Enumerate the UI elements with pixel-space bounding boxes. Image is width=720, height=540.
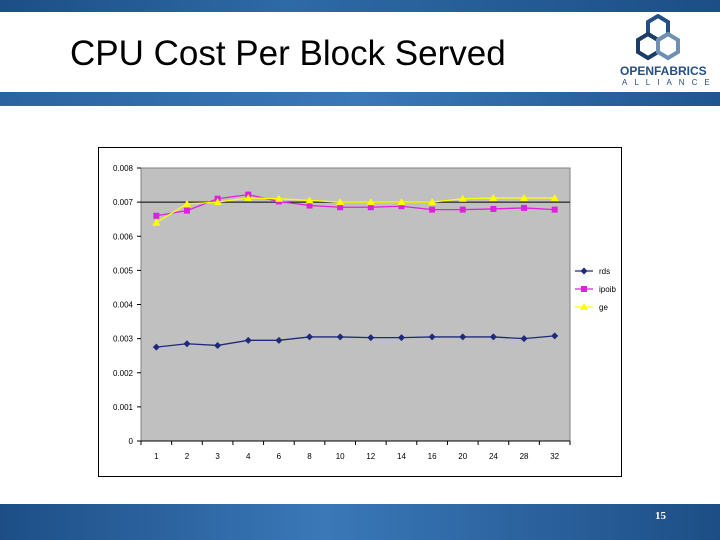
bottom-band: [0, 504, 720, 540]
point-ipoib-10: [337, 204, 344, 211]
point-rds-1: [152, 343, 160, 351]
point-ge-1: [152, 218, 161, 226]
point-ipoib-16: [429, 206, 436, 213]
title-bar: [0, 12, 720, 94]
point-rds-6: [275, 336, 283, 344]
point-rds-3: [214, 341, 222, 349]
point-rds-4: [244, 336, 252, 344]
page-number: 15: [655, 510, 666, 522]
y-tick-label: 0.006: [113, 232, 134, 241]
legend-label-ge: ge: [599, 303, 608, 312]
point-ge-24: [489, 194, 498, 202]
point-ipoib-8: [306, 202, 313, 209]
point-ipoib-28: [521, 204, 528, 211]
chart-frame: 0 0.001 0.002 0.003 0.004 0.005 0.006 0.007 0.00…: [98, 147, 622, 477]
point-ge-4: [244, 194, 253, 202]
y-tick-label: 0: [129, 437, 134, 446]
y-tick-label: 0.002: [113, 369, 134, 378]
point-ge-28: [520, 194, 529, 202]
y-tick-label: 0.004: [113, 301, 134, 310]
x-tick-label-16: 16: [428, 452, 437, 461]
legend-label-rds: rds: [599, 267, 610, 276]
point-rds-32: [551, 332, 559, 340]
slide-title: CPU Cost Per Block Served: [70, 34, 506, 73]
x-tick-label-20: 20: [458, 452, 467, 461]
point-ipoib-24: [490, 205, 497, 212]
plot-area: [140, 167, 571, 442]
y-tick-label: 0.005: [113, 266, 134, 275]
y-tick-label: 0.008: [113, 164, 134, 173]
point-ge-8: [305, 196, 314, 204]
point-rds-2: [183, 340, 191, 348]
point-ipoib-2: [183, 207, 190, 214]
header-stripe: [0, 92, 720, 106]
x-tick-label-24: 24: [489, 452, 498, 461]
point-ge-2: [182, 199, 191, 207]
series-line-ge: [155, 197, 555, 224]
y-tick-label: 0.001: [113, 403, 134, 412]
point-ipoib-20: [459, 206, 466, 213]
x-tick-label-2: 2: [185, 452, 190, 461]
x-tick-label-10: 10: [336, 452, 345, 461]
x-tick-label-28: 28: [520, 452, 529, 461]
x-tick-label-3: 3: [215, 452, 220, 461]
logo-text-openfabrics: OPENFABRICS: [620, 64, 707, 78]
y-tick-label: 0.003: [113, 335, 134, 344]
point-ipoib-32: [551, 206, 558, 213]
x-tick-label-14: 14: [397, 452, 406, 461]
cpu-cost-chart: 0 0.001 0.002 0.003 0.004 0.005 0.006 0.007 0.00…: [113, 164, 616, 461]
point-ge-16: [428, 198, 437, 206]
point-rds-12: [367, 334, 375, 342]
legend-marker-rds: [580, 267, 588, 275]
logo-text-alliance: ALLIANCE: [622, 78, 717, 87]
point-rds-16: [428, 333, 436, 341]
top-band: [0, 0, 720, 12]
point-ipoib-12: [367, 204, 374, 211]
point-ge-32: [550, 194, 559, 202]
x-tick-label-32: 32: [550, 452, 559, 461]
x-tick-label-1: 1: [154, 452, 159, 461]
x-tick-label-8: 8: [307, 452, 312, 461]
point-ge-10: [336, 198, 345, 206]
series-line-ipoib: [156, 193, 555, 217]
legend-marker-ipoib: [581, 286, 587, 292]
point-ipoib-14: [398, 203, 405, 210]
point-rds-8: [306, 333, 314, 341]
point-ge-6: [274, 194, 283, 202]
point-ge-14: [397, 198, 406, 206]
point-rds-20: [459, 333, 467, 341]
point-ge-12: [366, 198, 375, 206]
point-ge-3: [213, 198, 222, 206]
point-ipoib-1: [153, 212, 160, 219]
point-rds-28: [520, 335, 528, 343]
point-ge-20: [458, 194, 467, 202]
point-rds-24: [489, 333, 497, 341]
x-tick-label-4: 4: [246, 452, 251, 461]
x-tick-label-12: 12: [366, 452, 375, 461]
point-rds-10: [336, 333, 344, 341]
series-line-rds: [156, 335, 555, 348]
openfabrics-logo-icon: [636, 14, 680, 61]
legend-label-ipoib: ipoib: [599, 285, 616, 294]
legend-marker-ge: [580, 303, 588, 310]
point-rds-14: [397, 334, 405, 342]
x-tick-label-6: 6: [277, 452, 282, 461]
y-tick-label: 0.007: [113, 198, 134, 207]
